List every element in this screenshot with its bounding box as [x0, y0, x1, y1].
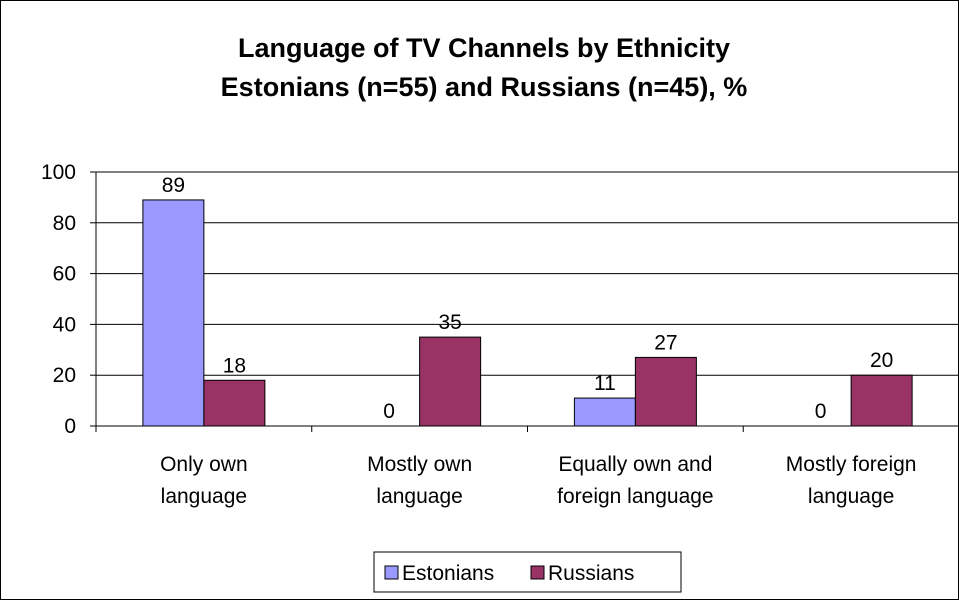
legend-label-russians: Russians — [548, 562, 634, 585]
y-tick-label-60: 60 — [53, 263, 76, 286]
bar-russians-1 — [203, 379, 266, 427]
data-label-russians-3: 27 — [654, 331, 677, 354]
data-label-estonians-1: 89 — [162, 174, 185, 197]
data-label-russians-2: 35 — [438, 311, 461, 334]
bar-russians-3 — [634, 356, 697, 427]
x-tick-label-4: Mostly foreign language — [786, 453, 917, 508]
legend: Estonians Russians — [373, 551, 682, 593]
x-tick-label-line: Only own — [160, 453, 248, 476]
y-tick-label-100: 100 — [41, 161, 76, 184]
x-tick-label-line: Mostly foreign — [786, 453, 917, 476]
x-tick-label-2: Mostly own language — [367, 453, 472, 508]
x-tick-label-line: Equally own and — [558, 453, 712, 476]
legend-box — [373, 551, 682, 593]
x-tick-label-line: language — [376, 485, 462, 508]
x-tick-label-3: Equally own and foreign language — [557, 453, 713, 508]
data-label-russians-1: 18 — [223, 354, 246, 377]
x-tick-label-1: Only own language — [160, 453, 248, 508]
y-tick-label-0: 0 — [64, 415, 76, 438]
data-label-estonians-4: 0 — [815, 400, 827, 423]
chart-title-line-1: Language of TV Channels by Ethnicity — [238, 33, 730, 63]
gridlines — [96, 171, 958, 376]
data-label-estonians-2: 0 — [383, 400, 395, 423]
legend-swatch-russians — [530, 565, 545, 580]
x-tick-label-line: language — [808, 485, 894, 508]
chart-title: Language of TV Channels by Ethnicity Esto… — [221, 33, 748, 102]
y-tick-label-80: 80 — [53, 212, 76, 235]
x-tick-label-line: Mostly own — [367, 453, 472, 476]
data-label-russians-4: 20 — [870, 349, 893, 372]
x-tick-label-line: foreign language — [557, 485, 713, 508]
bars — [142, 199, 913, 427]
x-tick-label-line: language — [161, 485, 247, 508]
axes: 0 20 40 60 80 100 Only own language Mostly own la… — [41, 161, 958, 508]
legend-label-estonians: Estonians — [402, 562, 494, 585]
bar-estonians-3 — [573, 397, 636, 427]
y-tick-label-40: 40 — [53, 313, 76, 336]
bar-estonians-1 — [142, 199, 205, 427]
bar-russians-4 — [850, 374, 913, 427]
chart-title-line-2: Estonians (n=55) and Russians (n=45), % — [221, 72, 748, 102]
y-tick-label-20: 20 — [53, 364, 76, 387]
data-label-estonians-3: 11 — [594, 372, 616, 395]
legend-swatch-estonians — [384, 565, 399, 580]
bar-russians-2 — [419, 336, 482, 427]
data-labels: 89 0 11 0 18 35 27 20 — [162, 174, 894, 423]
